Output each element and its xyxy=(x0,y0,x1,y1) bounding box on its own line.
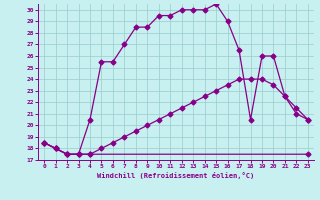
X-axis label: Windchill (Refroidissement éolien,°C): Windchill (Refroidissement éolien,°C) xyxy=(97,172,255,179)
